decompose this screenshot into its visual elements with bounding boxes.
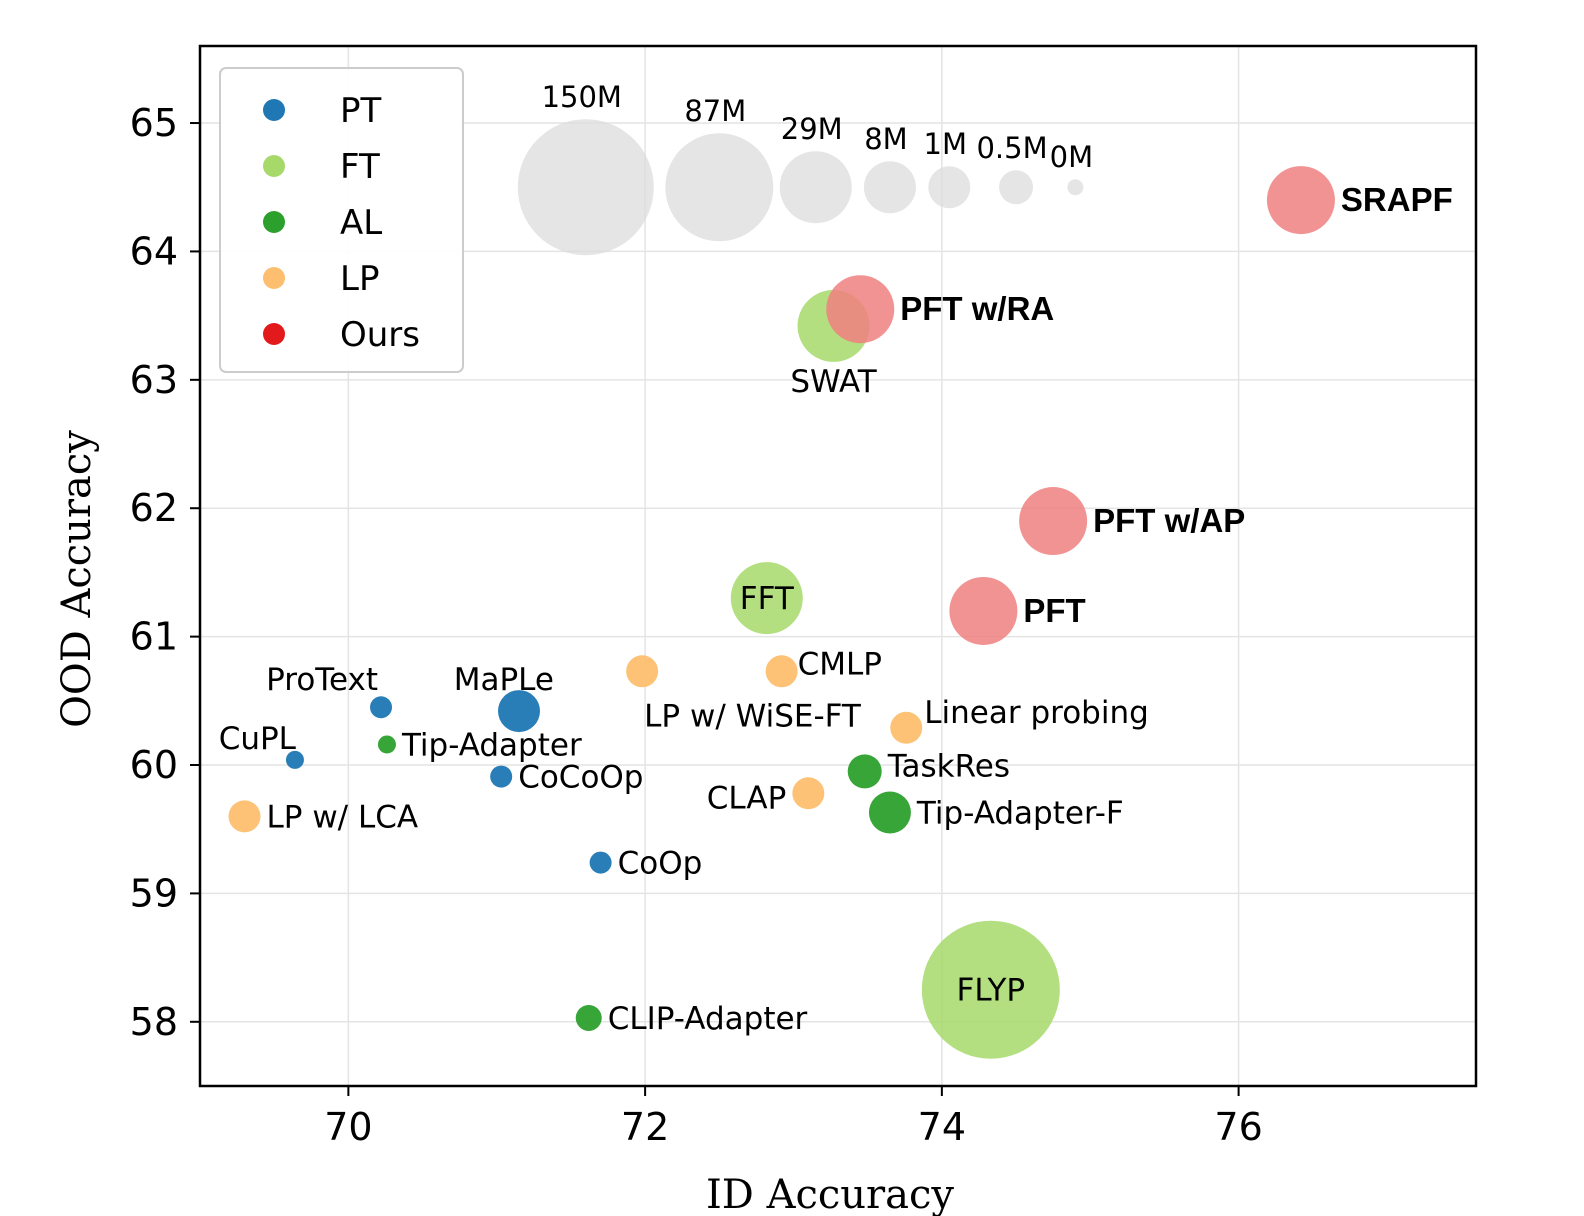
y-tick-label: 60 <box>130 743 178 787</box>
params-scale-bubble <box>1067 179 1084 196</box>
data-point <box>490 765 513 788</box>
legend-marker <box>263 267 285 289</box>
params-scale-label: 1M <box>924 127 967 161</box>
legend-marker <box>263 211 285 233</box>
point-label: FLYP <box>957 973 1026 1009</box>
params-scale-bubble <box>928 166 971 209</box>
data-point <box>868 791 911 834</box>
point-label: CLAP <box>707 780 787 816</box>
data-point <box>847 754 882 789</box>
point-label: PFT w/AP <box>1093 502 1245 539</box>
legend-box <box>219 67 464 373</box>
params-scale-label: 150M <box>542 80 622 114</box>
point-label: Tip-Adapter-F <box>916 796 1124 832</box>
data-point <box>765 655 798 688</box>
point-label: MaPLe <box>454 662 554 698</box>
point-label: ProText <box>266 662 378 698</box>
ticks-layer: 70 72 74 76 58 59 60 61 62 63 64 65 <box>130 101 1263 1149</box>
y-tick-label: 59 <box>130 871 178 915</box>
data-point <box>1266 166 1335 235</box>
legend-marker <box>263 155 285 177</box>
data-point <box>921 920 1060 1059</box>
point-label: PFT <box>1023 592 1085 629</box>
legend-marker <box>263 323 285 345</box>
params-scale-label: 0M <box>1050 140 1093 174</box>
x-tick-label: 72 <box>621 1105 669 1149</box>
data-point <box>575 1004 602 1031</box>
point-label: CMLP <box>798 646 882 682</box>
params-scale-layer: 150M 87M 29M 8M 1M 0.5M 0M <box>517 80 1093 256</box>
x-tick-label: 76 <box>1214 1105 1262 1149</box>
params-scale-label: 29M <box>781 112 843 146</box>
y-tick-label: 64 <box>130 229 178 273</box>
data-point <box>589 851 612 874</box>
params-scale-bubble <box>863 161 916 214</box>
legend-label: AL <box>340 203 382 243</box>
data-point <box>730 562 803 635</box>
point-label: PFT w/RA <box>900 290 1054 327</box>
point-label: LP w/ WiSE-FT <box>644 698 862 734</box>
point-labels-layer: SRAPF PFT w/RA PFT w/AP PFT SWAT FFT FLYP ProTe… <box>219 181 1453 1037</box>
y-tick-label: 63 <box>130 358 178 402</box>
legend-marker <box>263 99 285 121</box>
point-label: CoCoOp <box>518 760 643 796</box>
y-tick-label: 65 <box>130 101 178 145</box>
point-label: SWAT <box>790 364 877 400</box>
point-label: CLIP-Adapter <box>608 1001 808 1037</box>
point-label: CoOp <box>618 846 703 882</box>
point-label: FFT <box>740 581 795 617</box>
legend: PT FT AL LP Ours <box>219 67 464 373</box>
legend-label: Ours <box>340 315 420 355</box>
data-point <box>949 576 1018 645</box>
data-point <box>792 777 825 810</box>
y-axis-title: OOD Accuracy <box>54 430 100 728</box>
x-tick-label: 70 <box>324 1105 372 1149</box>
y-tick-label: 61 <box>130 615 178 659</box>
params-scale-bubble <box>665 133 774 242</box>
data-point <box>377 735 396 754</box>
data-point <box>498 690 540 733</box>
point-label: Tip-Adapter <box>401 727 582 763</box>
data-point <box>890 711 923 744</box>
data-point <box>228 800 261 833</box>
x-axis-title: ID Accuracy <box>706 1172 954 1216</box>
x-tick-label: 74 <box>918 1105 966 1149</box>
params-scale-bubble <box>517 119 654 256</box>
params-scale-bubble <box>999 170 1034 205</box>
data-point <box>1019 487 1088 556</box>
y-tick-label: 58 <box>130 1000 178 1044</box>
data-point <box>285 750 304 769</box>
params-scale-label: 8M <box>864 122 907 156</box>
params-scale-label: 87M <box>684 94 746 128</box>
legend-label: LP <box>340 259 379 299</box>
point-label: Linear probing <box>924 695 1149 731</box>
point-label: CuPL <box>219 721 297 757</box>
points-layer <box>228 166 1335 1059</box>
params-scale-bubble <box>779 151 852 224</box>
point-label: SRAPF <box>1341 181 1453 218</box>
y-tick-label: 62 <box>130 486 178 530</box>
legend-label: FT <box>340 147 380 187</box>
data-point <box>370 696 393 719</box>
params-scale-label: 0.5M <box>976 131 1047 165</box>
point-label: TaskRes <box>887 748 1010 784</box>
data-point <box>826 275 895 344</box>
data-point <box>626 655 659 688</box>
legend-label: PT <box>340 91 382 131</box>
plot-frame <box>198 44 1478 1088</box>
point-label: LP w/ LCA <box>267 799 419 835</box>
